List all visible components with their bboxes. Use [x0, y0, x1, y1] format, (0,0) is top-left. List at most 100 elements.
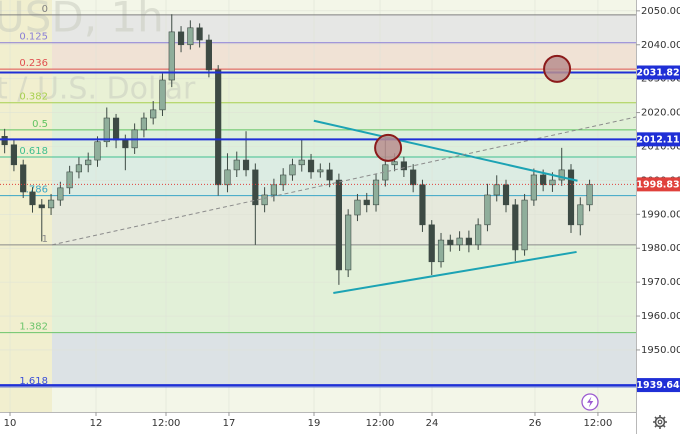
- fib-zone: [51, 102, 637, 130]
- candle-body: [363, 199, 370, 206]
- last-price-box: [637, 177, 680, 192]
- last-price-label: 1998.83: [636, 179, 679, 190]
- fib-zone: [51, 42, 637, 70]
- y-tick-label: 1950.00: [641, 345, 680, 356]
- candle-body: [307, 159, 315, 173]
- candle-body: [558, 169, 565, 181]
- fib-level-label: 0: [42, 4, 48, 15]
- y-tick-label: 1990.00: [641, 209, 680, 220]
- fib-zone: [51, 195, 637, 245]
- candle-body: [196, 27, 203, 41]
- candle-body: [298, 159, 305, 166]
- drawings: [0, 54, 637, 387]
- x-tick-label: 26: [529, 418, 542, 429]
- candle-body: [354, 199, 361, 216]
- grid: [0, 0, 636, 412]
- y-tick-label: 1980.00: [641, 243, 680, 254]
- candle-body: [66, 171, 73, 189]
- replay-bolt: [587, 396, 594, 408]
- price-label-box: [637, 132, 680, 147]
- candle-body: [317, 169, 324, 173]
- marker-circle: [543, 54, 572, 83]
- candle-body: [75, 164, 83, 173]
- y-tick-label: 2050.00: [641, 6, 680, 17]
- candle-body: [215, 69, 222, 186]
- candle-body: [372, 179, 380, 206]
- y-tick-label: 1970.00: [641, 277, 680, 288]
- price-label: 2031.82: [636, 67, 679, 78]
- price-label: 1939.64: [636, 380, 680, 391]
- fib-level-label: 1: [42, 234, 48, 245]
- gear-teeth: [653, 415, 667, 429]
- candle-body: [521, 199, 528, 251]
- fib-level-label: 0.786: [19, 185, 48, 196]
- candle-body: [10, 144, 18, 166]
- candle-body: [326, 169, 333, 181]
- candle-body: [1, 136, 8, 146]
- trend-line: [333, 250, 577, 294]
- fib-level-label: 1.382: [19, 322, 48, 333]
- marker-circle: [374, 133, 403, 162]
- fib-level-label: 0.382: [19, 92, 48, 103]
- price-label: 2012.11: [636, 134, 679, 145]
- candle-body: [205, 39, 212, 71]
- fib-level-label: 0.236: [19, 58, 48, 69]
- candle-body: [493, 184, 500, 196]
- settings-button[interactable]: [653, 415, 667, 429]
- candle-body: [224, 169, 231, 186]
- replay-button[interactable]: [581, 393, 599, 411]
- candle-body: [586, 184, 593, 206]
- candle-body: [261, 194, 268, 206]
- x-tick-label: 17: [223, 418, 236, 429]
- candle-body: [242, 159, 250, 171]
- y-tick-label: 2010.00: [641, 141, 680, 152]
- fib-zone: [51, 14, 637, 43]
- candle-body: [233, 159, 240, 171]
- candle-body: [391, 161, 398, 166]
- candle-body: [512, 204, 519, 251]
- x-tick-label: 12:00: [152, 418, 181, 429]
- candle-body: [20, 164, 27, 193]
- candle-body: [38, 204, 45, 209]
- y-tick-label: 1960.00: [641, 311, 680, 322]
- candle-body: [177, 31, 185, 46]
- candle-body: [428, 224, 435, 263]
- candle-body: [47, 199, 55, 209]
- fib-zone: [51, 157, 637, 196]
- candle-body: [475, 224, 482, 246]
- candle-body: [345, 214, 352, 271]
- candle-body: [150, 109, 157, 119]
- x-tick-label: 12:00: [366, 418, 395, 429]
- candle-body: [335, 179, 342, 271]
- candle-body: [57, 187, 64, 201]
- candle-body: [94, 141, 101, 161]
- candle-body: [400, 161, 407, 171]
- candle-body: [419, 184, 426, 226]
- plot-area: [0, 0, 636, 412]
- candle-body: [484, 194, 491, 226]
- candle-body: [289, 164, 296, 176]
- candle-body: [530, 174, 537, 201]
- candle-body: [567, 169, 575, 226]
- candle-body: [140, 117, 147, 131]
- fib-zone: [51, 244, 637, 333]
- candle-body: [456, 237, 463, 246]
- fib-zone: [51, 332, 637, 387]
- price-label-box: [637, 65, 680, 80]
- y-tick-label: 2040.00: [641, 40, 680, 51]
- candle-body: [577, 204, 584, 226]
- x-tick-label: 12: [90, 418, 103, 429]
- price-label-box: [637, 378, 680, 393]
- candle-body: [465, 237, 472, 246]
- candle-body: [437, 239, 445, 263]
- candle-body: [502, 184, 510, 206]
- x-tick-label: 10: [4, 418, 17, 429]
- watermark-text: USD, 1h: [0, 0, 164, 42]
- candle-body: [29, 191, 36, 206]
- candle-body: [270, 184, 277, 196]
- candle-body: [85, 159, 92, 166]
- fib-level-label: 0.125: [19, 32, 48, 43]
- candle-body: [252, 169, 259, 206]
- fib-zones: [0, 0, 637, 412]
